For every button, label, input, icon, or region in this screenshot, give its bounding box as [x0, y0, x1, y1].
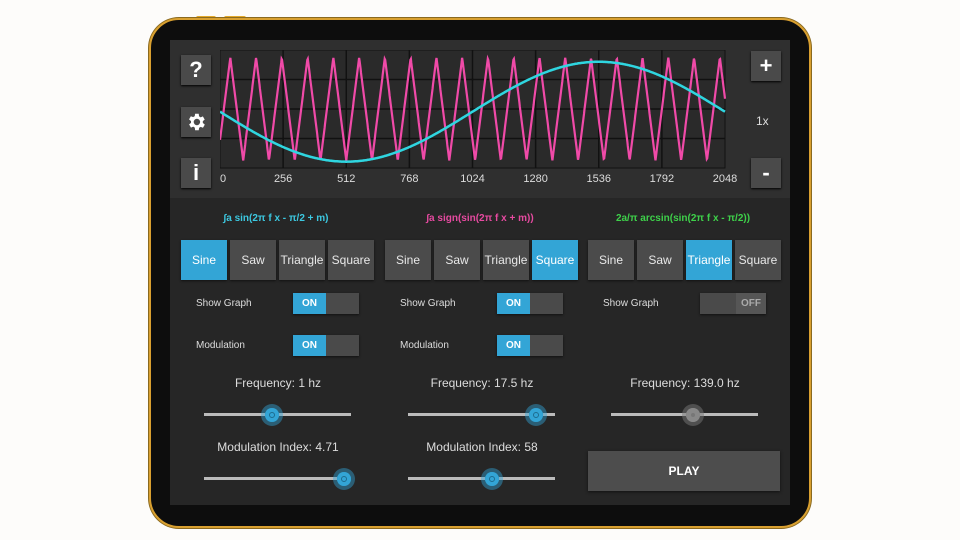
- x-tick-label: 1280: [523, 173, 547, 185]
- frequency-slider[interactable]: [611, 402, 758, 426]
- play-button[interactable]: PLAY: [588, 451, 780, 491]
- sine-oscillator-trace: [220, 60, 726, 163]
- square-oscillator-trace: [220, 54, 727, 162]
- frequency-label: Frequency: 17.5 hz: [430, 376, 534, 390]
- x-tick-label: 256: [274, 173, 292, 185]
- wave-selector-2: Sine Saw Triangle Square: [385, 240, 578, 280]
- wave-selector-1: Sine Saw Triangle Square: [181, 240, 374, 280]
- wave-button-triangle[interactable]: Triangle: [483, 240, 529, 280]
- show-graph-label: Show Graph: [196, 298, 252, 309]
- slider-thumb[interactable]: [332, 468, 355, 490]
- slider-track: [204, 477, 351, 480]
- show-graph-toggle[interactable]: ON: [497, 293, 563, 314]
- wave-button-sine[interactable]: Sine: [588, 240, 634, 280]
- modulation-toggle[interactable]: ON: [497, 335, 563, 356]
- formula-3: 2a/π arcsin(sin(2π f x - π/2)): [615, 213, 751, 224]
- x-tick-label: 0: [220, 173, 226, 185]
- slider-thumb[interactable]: [524, 404, 547, 426]
- x-tick-label: 512: [337, 173, 355, 185]
- zoom-level: 1x: [756, 114, 769, 128]
- modulation-label: Modulation: [400, 340, 449, 351]
- settings-button[interactable]: [181, 107, 211, 137]
- modulation-label: Modulation: [196, 340, 245, 351]
- modulation-index-label: Modulation Index: 58: [426, 440, 538, 454]
- show-graph-toggle[interactable]: ON: [293, 293, 359, 314]
- x-tick-label: 1792: [650, 173, 674, 185]
- wave-button-saw[interactable]: Saw: [637, 240, 683, 280]
- help-button[interactable]: ?: [181, 55, 211, 85]
- toggle-state: ON: [293, 293, 326, 314]
- zoom-in-button[interactable]: +: [751, 51, 781, 81]
- toggle-state: ON: [293, 335, 326, 356]
- modulation-index-slider[interactable]: [408, 466, 555, 490]
- formula-1: ∫a sin(2π f x - π/2 + m): [223, 213, 329, 224]
- wave-button-saw[interactable]: Saw: [230, 240, 276, 280]
- wave-button-square[interactable]: Square: [735, 240, 781, 280]
- show-graph-toggle[interactable]: OFF: [700, 293, 766, 314]
- wave-button-triangle[interactable]: Triangle: [686, 240, 732, 280]
- modulation-toggle[interactable]: ON: [293, 335, 359, 356]
- wave-button-sine[interactable]: Sine: [385, 240, 431, 280]
- graph-panel: ? i + 1x - 0 256 512 768 1024 1280 1536 1792 204…: [170, 40, 790, 198]
- wave-selector-3: Sine Saw Triangle Square: [588, 240, 781, 280]
- slider-track: [408, 413, 555, 416]
- gear-icon: [189, 113, 205, 131]
- x-tick-label: 768: [400, 173, 418, 185]
- zoom-out-button[interactable]: -: [751, 158, 781, 188]
- frequency-slider[interactable]: [204, 402, 351, 426]
- slider-thumb[interactable]: [682, 404, 705, 426]
- wave-button-square[interactable]: Square: [532, 240, 578, 280]
- app-screen: ? i + 1x - 0 256 512 768 1024 1280 1536 1792 204…: [170, 40, 790, 505]
- wave-button-saw[interactable]: Saw: [434, 240, 480, 280]
- x-tick-label: 1024: [460, 173, 484, 185]
- modulation-index-label: Modulation Index: 4.71: [217, 440, 339, 454]
- toggle-state: ON: [497, 293, 530, 314]
- waveform-graph: 0 256 512 768 1024 1280 1536 1792 2048: [220, 50, 737, 185]
- toggle-state: ON: [497, 335, 530, 356]
- wave-button-sine[interactable]: Sine: [181, 240, 227, 280]
- formula-2: ∫a sign(sin(2π f x + m)): [426, 213, 534, 224]
- show-graph-label: Show Graph: [603, 298, 659, 309]
- modulation-index-slider[interactable]: [204, 466, 355, 490]
- slider-thumb[interactable]: [480, 468, 503, 490]
- info-button[interactable]: i: [181, 158, 211, 188]
- show-graph-label: Show Graph: [400, 298, 456, 309]
- toggle-state: OFF: [736, 293, 766, 314]
- wave-button-square[interactable]: Square: [328, 240, 374, 280]
- x-tick-label: 1536: [587, 173, 611, 185]
- frequency-slider[interactable]: [408, 402, 555, 426]
- x-tick-label: 2048: [713, 173, 737, 185]
- frequency-label: Frequency: 1 hz: [234, 376, 322, 390]
- frequency-label: Frequency: 139.0 hz: [630, 376, 740, 390]
- slider-thumb[interactable]: [260, 404, 283, 426]
- wave-button-triangle[interactable]: Triangle: [279, 240, 325, 280]
- slider-track: [408, 477, 555, 480]
